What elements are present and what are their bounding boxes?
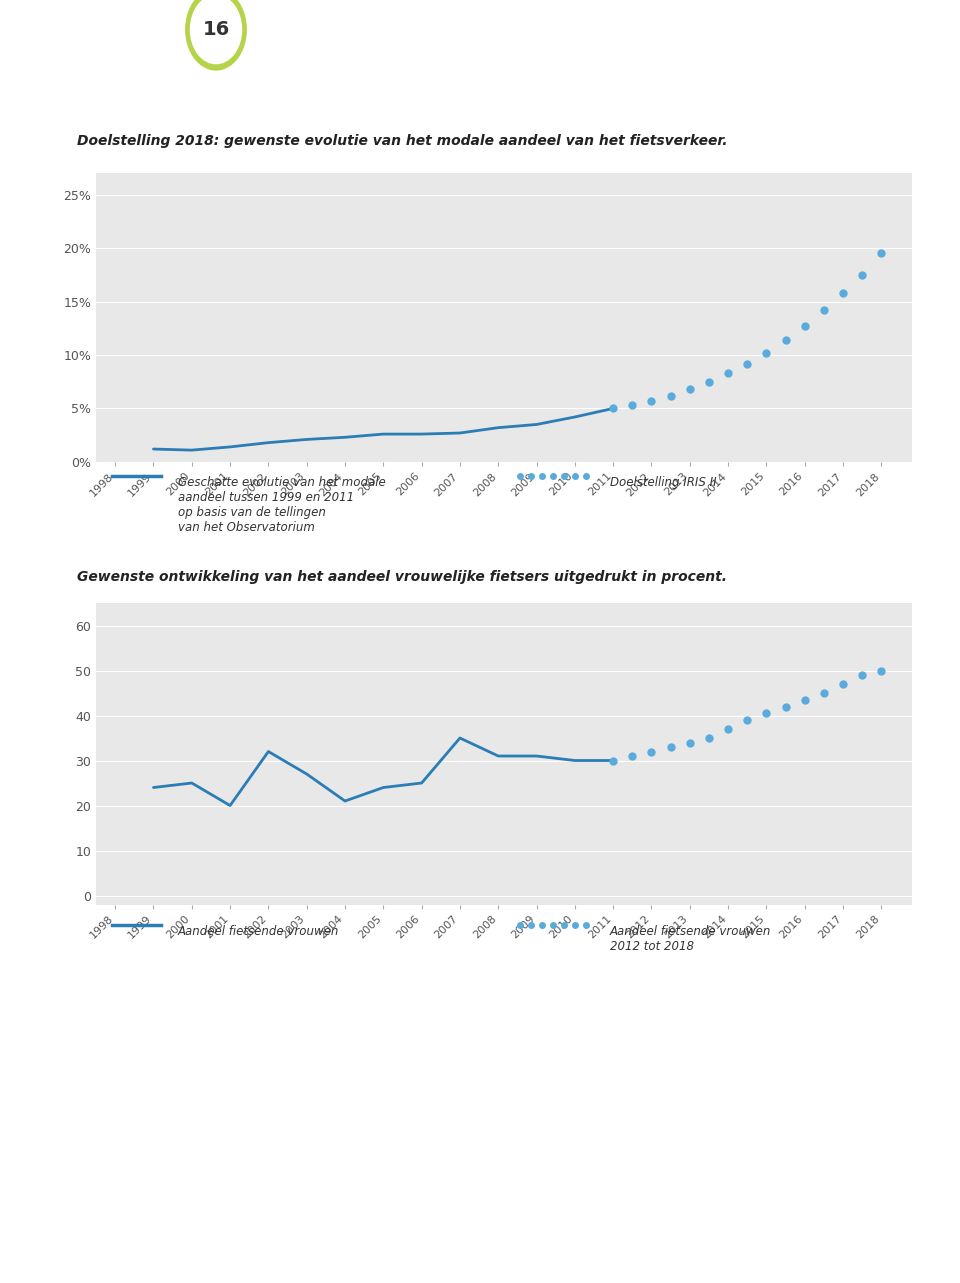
Text: Doelstelling IRIS II: Doelstelling IRIS II: [611, 476, 717, 489]
Text: 16: 16: [203, 21, 229, 38]
Text: Aandeel fietsende vrouwen: Aandeel fietsende vrouwen: [178, 925, 339, 938]
Text: Doelstelling 2018: gewenste evolutie van het modale aandeel van het fietsverkeer: Doelstelling 2018: gewenste evolutie van…: [77, 135, 728, 148]
Circle shape: [190, 0, 242, 64]
Text: ACHTERGROND: ACHTERGROND: [29, 22, 135, 36]
Circle shape: [185, 0, 246, 69]
Text: Aandeel fietsende vrouwen
2012 tot 2018: Aandeel fietsende vrouwen 2012 tot 2018: [611, 925, 772, 953]
Text: Geschatte evolutie van het modale
aandeel tussen 1999 en 2011
op basis van de te: Geschatte evolutie van het modale aandee…: [178, 476, 385, 534]
Text: Gewenste ontwikkeling van het aandeel vrouwelijke fietsers uitgedrukt in procent: Gewenste ontwikkeling van het aandeel vr…: [77, 571, 727, 584]
